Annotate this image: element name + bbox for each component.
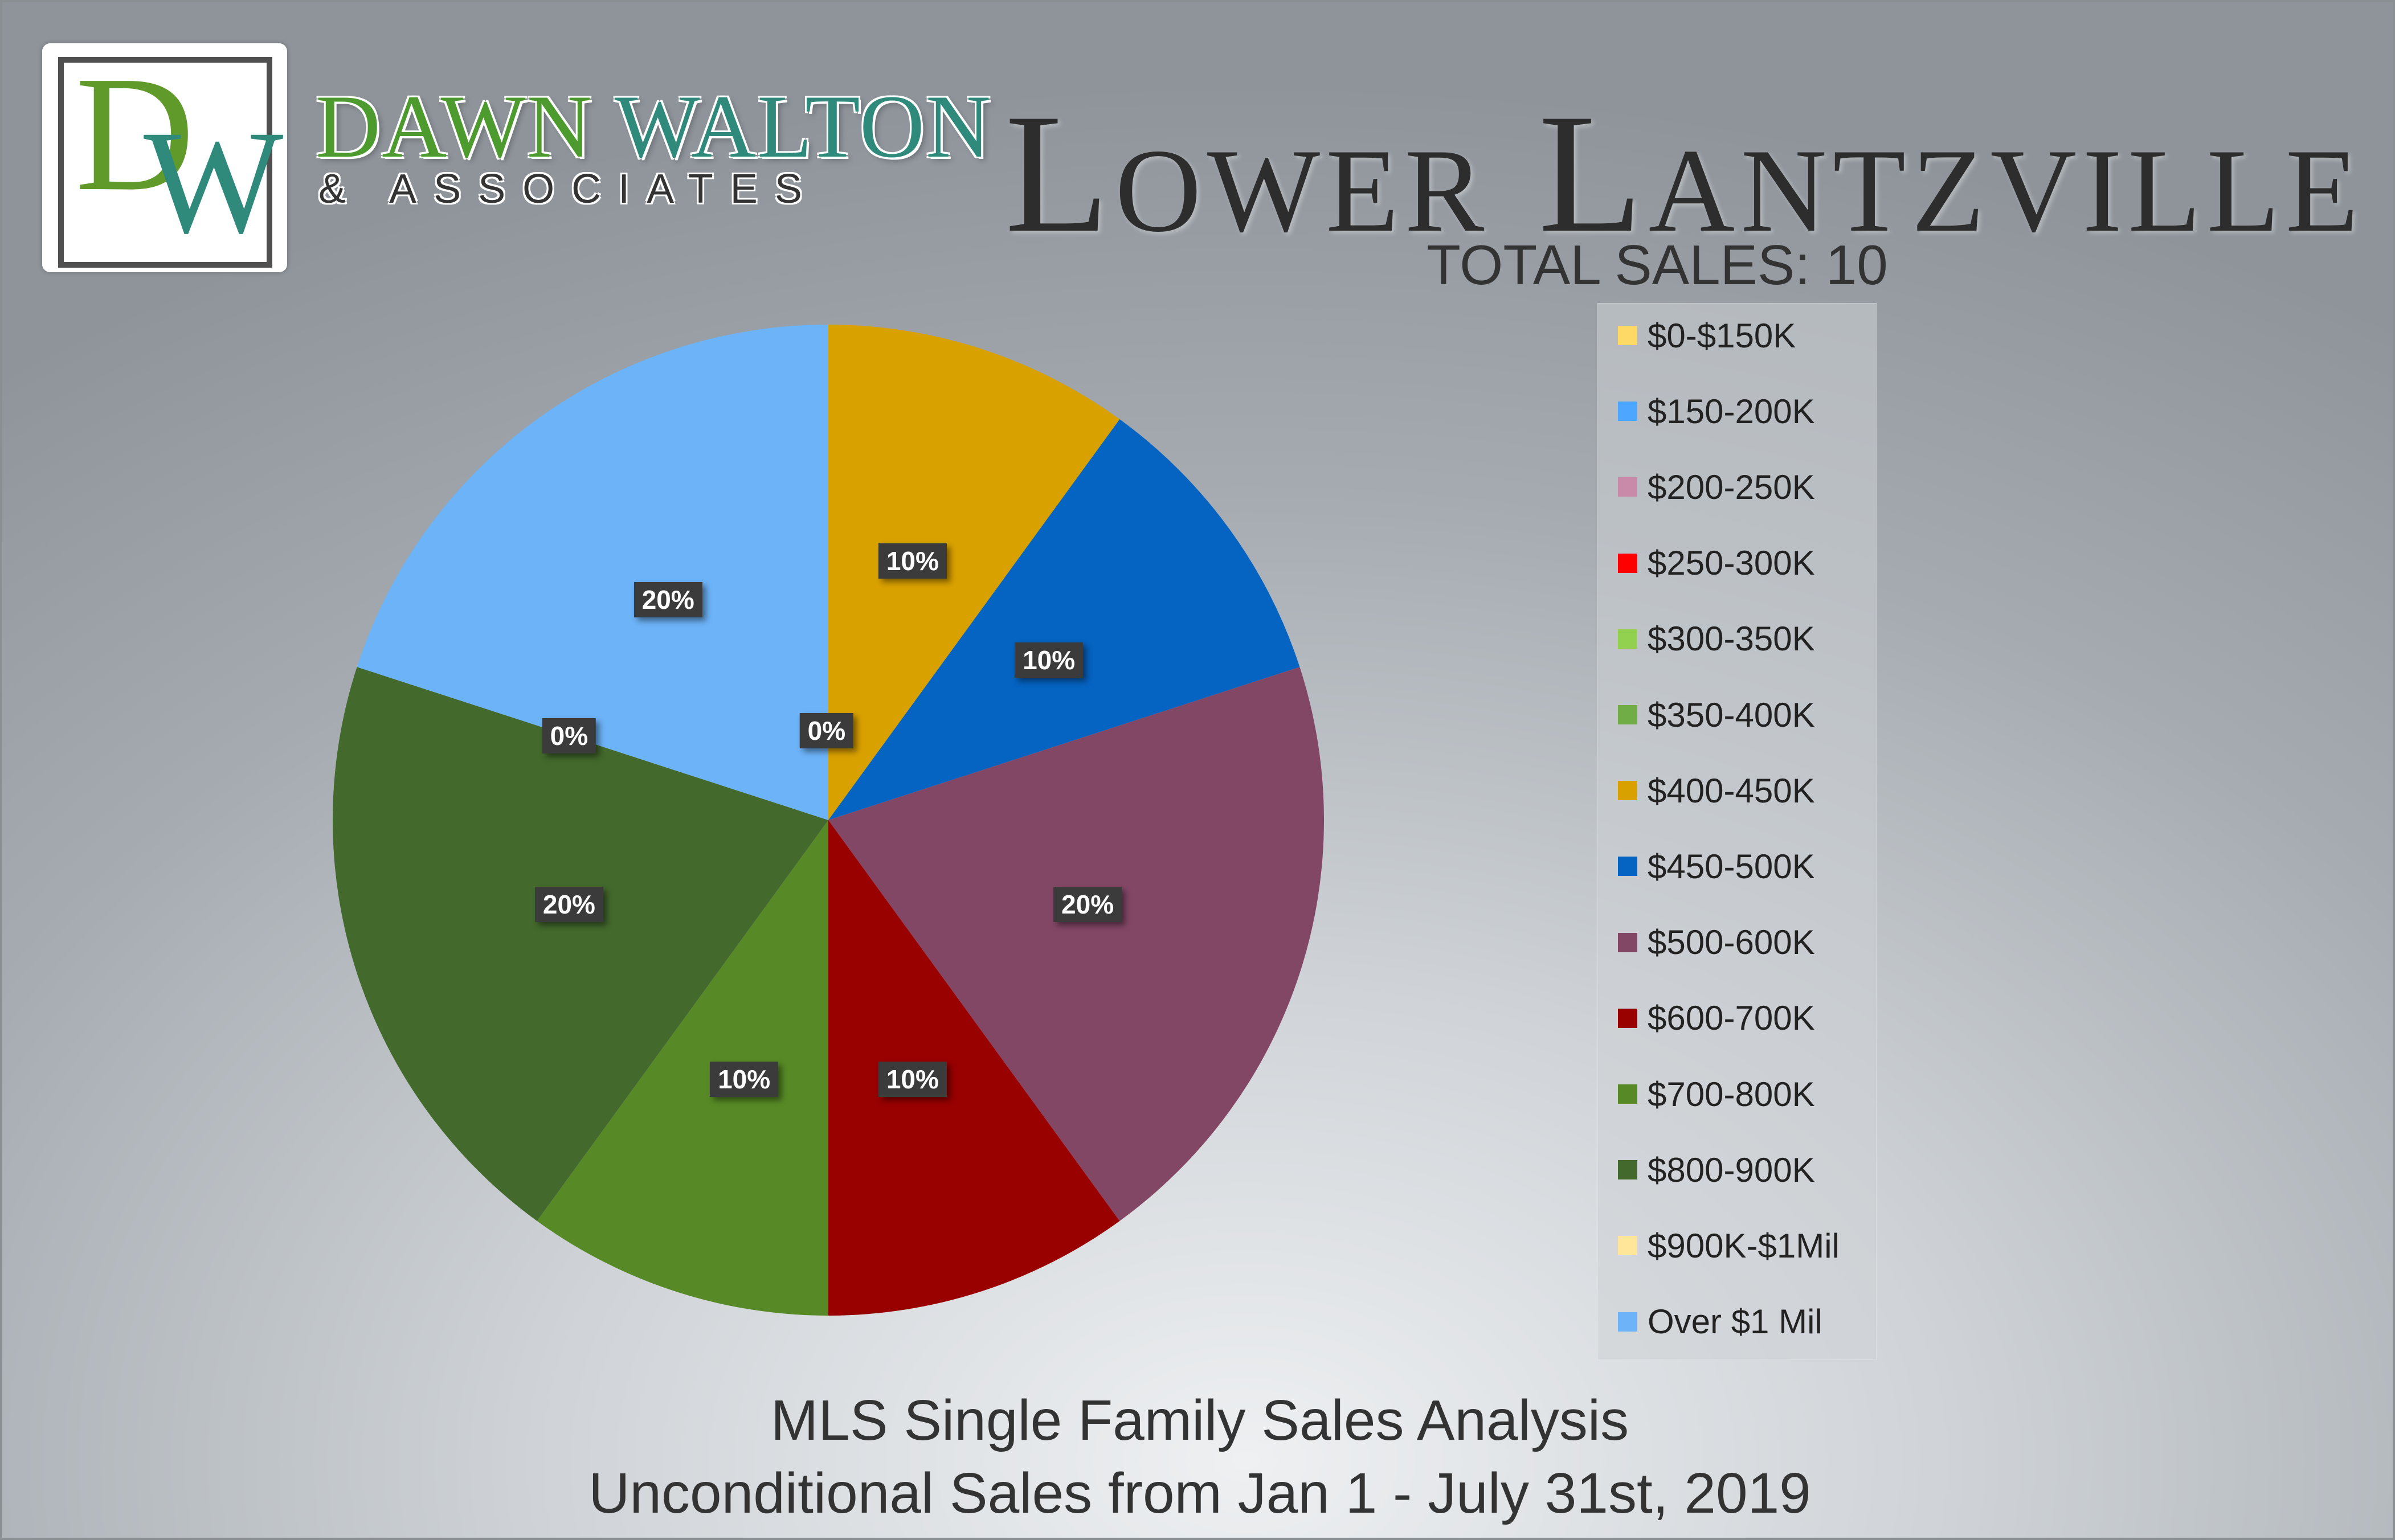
legend-swatch <box>1618 402 1637 421</box>
legend-item-over-1-mil: Over $1 Mil <box>1618 1302 1822 1342</box>
legend-label: $450-500K <box>1648 847 1815 886</box>
pie-data-label-900k-1mil: 0% <box>542 718 596 754</box>
legend-item-500-600k: $500-600K <box>1618 923 1815 962</box>
legend-label: $800-900K <box>1648 1150 1815 1189</box>
logo-letter-w: W <box>144 100 284 264</box>
footer-subtitle: Unconditional Sales from Jan 1 - July 31… <box>588 1461 1811 1525</box>
legend-item-900k-1mil: $900K-$1Mil <box>1618 1226 1840 1265</box>
pie-data-label-400-450k: 10% <box>878 543 947 579</box>
legend-swatch <box>1618 932 1637 952</box>
pie-data-label-600-700k: 10% <box>878 1062 947 1097</box>
legend-item-600-700k: $600-700K <box>1618 998 1815 1038</box>
legend-item-400-450k: $400-450K <box>1618 771 1815 810</box>
pie-slice-700-800k <box>537 820 828 1316</box>
legend-item-450-500k: $450-500K <box>1618 846 1815 886</box>
brand-name-last: WALTON <box>615 77 992 177</box>
pie-slice-800-900k <box>332 667 828 1221</box>
pie-slice-500-600k <box>828 667 1324 1221</box>
brand-name: DAWN WALTON <box>316 82 992 172</box>
legend-swatch <box>1618 1008 1637 1028</box>
pie-slice-450-500k <box>828 419 1300 820</box>
legend-swatch <box>1618 477 1637 497</box>
pie-data-label-800-900k: 20% <box>534 886 603 922</box>
pie-slice-600-700k <box>828 820 1120 1316</box>
footer-title: MLS Single Family Sales Analysis <box>770 1389 1629 1452</box>
legend-label: $200-250K <box>1648 468 1815 506</box>
total-sales: TOTAL SALES: 10 <box>1427 234 1888 296</box>
legend-label: $700-800K <box>1648 1075 1815 1113</box>
legend-item-350-400k: $350-400K <box>1618 695 1815 735</box>
legend-item-0-150k: $0-$150K <box>1618 316 1796 355</box>
legend-label: $150-200K <box>1648 392 1815 431</box>
legend-label: $400-450K <box>1648 771 1815 810</box>
legend-swatch <box>1618 857 1637 877</box>
legend-label: $300-350K <box>1648 620 1815 658</box>
legend-swatch <box>1618 326 1637 345</box>
pie-data-label-over-1-mil: 20% <box>634 581 702 617</box>
legend-swatch <box>1618 705 1637 724</box>
legend-label: $350-400K <box>1648 695 1815 734</box>
legend-item-300-350k: $300-350K <box>1618 619 1815 659</box>
pie-data-label-700-800k: 10% <box>710 1062 779 1097</box>
brand-subtitle: & ASSOCIATES <box>318 166 819 212</box>
pie-data-label-450-500k: 10% <box>1015 642 1084 678</box>
legend-swatch <box>1618 1084 1637 1104</box>
pie-slice-400-450k <box>828 325 1120 820</box>
logo: D W <box>42 43 287 272</box>
legend-swatch <box>1618 1236 1637 1256</box>
legend-item-700-800k: $700-800K <box>1618 1074 1815 1114</box>
legend-label: $250-300K <box>1648 544 1815 583</box>
pie-data-label-zero-0: 0% <box>799 713 854 749</box>
logo-letter-d: D <box>75 42 195 225</box>
brand-name-first: DAWN <box>316 77 593 177</box>
pie-slice-over-1-mil <box>357 325 828 820</box>
legend-label: $0-$150K <box>1648 316 1796 355</box>
legend-label: Over $1 Mil <box>1648 1303 1822 1341</box>
legend-label: $900K-$1Mil <box>1648 1226 1840 1265</box>
legend-label: $600-700K <box>1648 999 1815 1038</box>
legend-swatch <box>1618 1312 1637 1332</box>
legend-item-200-250k: $200-250K <box>1618 467 1815 507</box>
legend-item-150-200k: $150-200K <box>1618 391 1815 431</box>
legend-label: $500-600K <box>1648 923 1815 962</box>
logo-frame: D W <box>58 51 283 268</box>
pie-data-label-500-600k: 20% <box>1053 886 1122 922</box>
legend-swatch <box>1618 553 1637 573</box>
page-title: Lower Lantzville <box>1005 79 2364 268</box>
legend-swatch <box>1618 1160 1637 1180</box>
legend-item-800-900k: $800-900K <box>1618 1150 1815 1190</box>
legend-swatch <box>1618 781 1637 801</box>
legend-swatch <box>1618 629 1637 649</box>
legend: $0-$150K $150-200K $200-250K $250-300K $300-… <box>1597 303 1877 1360</box>
legend-item-250-300k: $250-300K <box>1618 543 1815 583</box>
